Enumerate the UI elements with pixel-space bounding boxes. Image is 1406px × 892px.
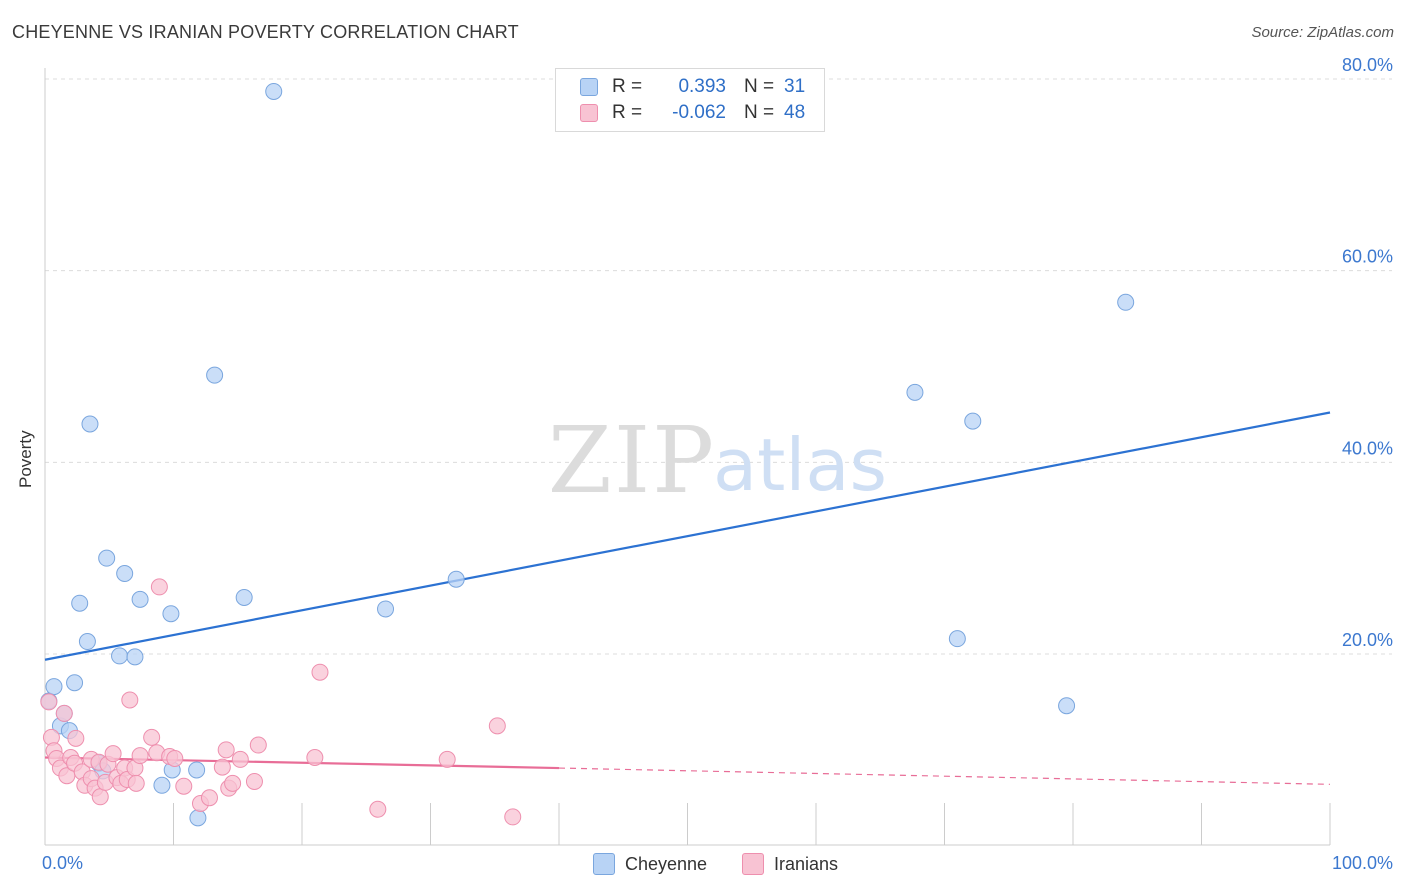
chart-title: CHEYENNE VS IRANIAN POVERTY CORRELATION … [12, 22, 519, 42]
grid-layer [45, 78, 1392, 655]
iranians-point [438, 750, 456, 768]
iranians-point [127, 774, 145, 792]
cheyenne-point [1117, 293, 1135, 311]
cheyenne-point [98, 549, 116, 567]
cheyenne-point [116, 565, 134, 582]
watermark: ZIP atlas [548, 407, 887, 514]
axes-layer [44, 68, 1331, 846]
iranians-point [131, 747, 149, 765]
cheyenne-trend-line [44, 411, 1331, 661]
tick-labels-layer: 20.0% 40.0% 60.0% 80.0% 0.0% 100.0% [42, 55, 1393, 873]
iranians-swatch [580, 104, 598, 122]
iranians-point [175, 777, 193, 795]
r-value: -0.062 [672, 102, 726, 123]
iranians-point [143, 728, 161, 746]
source-label: Source: ZipAtlas.com [1251, 24, 1394, 41]
n-label: N = [744, 102, 775, 123]
iranians-point [224, 774, 242, 792]
cheyenne-point [964, 412, 982, 430]
cheyenne-point [906, 383, 924, 401]
cheyenne-point [81, 415, 99, 433]
legend-row-cheyenne: R = 0.393 N = 31 [580, 75, 805, 99]
iranians-point [306, 749, 324, 766]
cheyenne-point [1058, 697, 1076, 715]
iranians-point [488, 717, 506, 735]
cheyenne-point [447, 570, 465, 588]
stats-legend: R = 0.393 N = 31 R = -0.062 N = 48 [555, 68, 825, 132]
y-tick-label: 40.0% [1342, 438, 1393, 458]
r-label: R = [612, 102, 643, 123]
iranians-point [200, 789, 218, 807]
iranians-point [55, 704, 73, 722]
legend-row-iranians: R = -0.062 N = 48 [580, 101, 805, 125]
cheyenne-point [66, 674, 84, 692]
iranians-point [150, 578, 168, 596]
cheyenne-point [131, 590, 149, 608]
iranians-point [91, 788, 109, 806]
trend-layer [44, 411, 1331, 785]
cheyenne-point [948, 630, 966, 648]
x-tick-label: 100.0% [1332, 853, 1393, 873]
iranians-legend-label: Iranians [774, 853, 839, 874]
n-value: 31 [784, 76, 806, 97]
iranians-trend-extension [558, 767, 1331, 785]
iranians-point [166, 749, 184, 767]
cheyenne-point [45, 678, 63, 696]
cheyenne-point [188, 761, 206, 779]
iranians-point [231, 750, 249, 768]
cheyenne-point [189, 809, 207, 827]
iranians-legend-swatch [742, 853, 764, 875]
iranians-point [249, 736, 267, 754]
points-layer [40, 82, 1135, 827]
cheyenne-legend-swatch [593, 853, 615, 875]
y-axis-label: Poverty [16, 430, 35, 488]
iranians-point [121, 691, 139, 709]
cheyenne-point [126, 648, 144, 666]
n-label: N = [744, 76, 775, 97]
y-tick-label: 60.0% [1342, 247, 1393, 267]
cheyenne-point [235, 588, 253, 606]
n-value: 48 [784, 102, 806, 123]
cheyenne-point [71, 594, 89, 612]
cheyenne-point [78, 633, 96, 651]
cheyenne-point [377, 600, 395, 618]
watermark-zip: ZIP [548, 407, 716, 514]
iranians-point [213, 758, 231, 776]
cheyenne-point [265, 82, 283, 100]
x-tick-label: 0.0% [42, 853, 83, 873]
iranians-point [40, 693, 58, 711]
iranians-point [217, 741, 235, 759]
cheyenne-point [153, 776, 171, 794]
legend-item-iranians[interactable]: Iranians [742, 852, 838, 876]
legend-item-cheyenne[interactable]: Cheyenne [593, 852, 707, 876]
y-tick-label: 20.0% [1342, 630, 1393, 650]
iranians-point [104, 745, 122, 763]
r-label: R = [612, 76, 643, 97]
iranians-trend-line [44, 756, 560, 770]
iranians-point [245, 772, 263, 790]
iranians-point [504, 808, 522, 826]
r-value: 0.393 [678, 76, 726, 97]
cheyenne-swatch [580, 78, 598, 96]
iranians-point [369, 800, 387, 818]
watermark-atlas: atlas [713, 423, 887, 507]
iranians-point [311, 663, 329, 681]
cheyenne-legend-label: Cheyenne [625, 853, 708, 874]
cheyenne-point [111, 647, 129, 665]
y-tick-label: 80.0% [1342, 55, 1393, 75]
iranians-point [67, 729, 85, 747]
cheyenne-point [206, 366, 224, 384]
cheyenne-point [162, 605, 180, 623]
